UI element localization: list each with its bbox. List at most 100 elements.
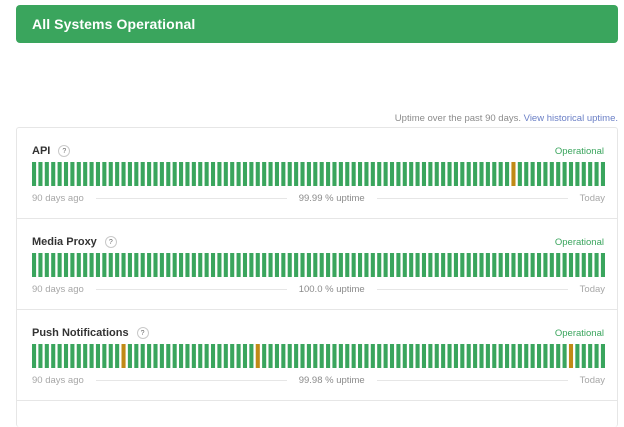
uptime-bar[interactable] xyxy=(377,253,382,277)
uptime-bar[interactable] xyxy=(268,344,273,368)
uptime-bar[interactable] xyxy=(498,162,503,186)
uptime-bar[interactable] xyxy=(326,162,331,186)
uptime-bar[interactable] xyxy=(294,162,299,186)
uptime-bar[interactable] xyxy=(428,162,433,186)
uptime-bar[interactable] xyxy=(313,253,318,277)
uptime-bar[interactable] xyxy=(479,344,484,368)
uptime-bar[interactable] xyxy=(70,253,75,277)
uptime-bar[interactable] xyxy=(281,162,286,186)
uptime-bar[interactable] xyxy=(294,253,299,277)
uptime-bar[interactable] xyxy=(249,253,254,277)
uptime-bar[interactable] xyxy=(134,253,139,277)
uptime-bar[interactable] xyxy=(358,344,363,368)
uptime-bar[interactable] xyxy=(536,253,542,277)
uptime-bar[interactable] xyxy=(108,344,113,368)
uptime-bar[interactable] xyxy=(83,253,88,277)
uptime-bar[interactable] xyxy=(38,162,43,186)
uptime-bar[interactable] xyxy=(38,253,43,277)
uptime-bar[interactable] xyxy=(300,344,305,368)
uptime-bar[interactable] xyxy=(428,253,433,277)
uptime-bar[interactable] xyxy=(453,162,458,186)
uptime-bar[interactable] xyxy=(511,253,516,277)
uptime-bar[interactable] xyxy=(287,253,292,277)
uptime-bar[interactable] xyxy=(383,253,388,277)
uptime-bar[interactable] xyxy=(274,344,279,368)
uptime-bar[interactable] xyxy=(179,253,184,277)
uptime-bar[interactable] xyxy=(524,253,529,277)
uptime-bar[interactable] xyxy=(57,253,62,277)
uptime-bar[interactable] xyxy=(32,344,37,368)
uptime-bar[interactable] xyxy=(38,344,43,368)
uptime-bar[interactable] xyxy=(326,344,331,368)
uptime-bar[interactable] xyxy=(223,253,228,277)
uptime-bar-degraded[interactable] xyxy=(255,344,260,368)
uptime-bar[interactable] xyxy=(543,162,548,186)
uptime-bar[interactable] xyxy=(76,344,81,368)
uptime-bar[interactable] xyxy=(441,162,446,186)
uptime-bar[interactable] xyxy=(249,344,254,368)
uptime-bar[interactable] xyxy=(242,344,248,368)
uptime-bar[interactable] xyxy=(204,344,209,368)
uptime-bar[interactable] xyxy=(396,253,401,277)
uptime-bar[interactable] xyxy=(306,344,311,368)
uptime-bar[interactable] xyxy=(236,344,241,368)
uptime-bar[interactable] xyxy=(242,162,248,186)
uptime-bar[interactable] xyxy=(51,253,56,277)
uptime-bar[interactable] xyxy=(332,253,337,277)
uptime-bar[interactable] xyxy=(236,162,241,186)
uptime-bar[interactable] xyxy=(191,162,196,186)
uptime-bar[interactable] xyxy=(600,253,605,277)
uptime-bar[interactable] xyxy=(223,162,228,186)
uptime-bar[interactable] xyxy=(134,162,139,186)
uptime-bar[interactable] xyxy=(332,344,337,368)
uptime-bar[interactable] xyxy=(543,344,548,368)
uptime-bar[interactable] xyxy=(568,253,574,277)
uptime-bar[interactable] xyxy=(364,253,369,277)
uptime-bar[interactable] xyxy=(575,253,580,277)
uptime-bar[interactable] xyxy=(447,162,452,186)
uptime-bar[interactable] xyxy=(364,162,369,186)
uptime-bar[interactable] xyxy=(255,162,260,186)
uptime-bar[interactable] xyxy=(147,344,152,368)
uptime-bar[interactable] xyxy=(63,344,69,368)
uptime-bar[interactable] xyxy=(402,162,407,186)
help-icon[interactable]: ? xyxy=(58,145,71,157)
uptime-bar[interactable] xyxy=(306,253,311,277)
uptime-bar[interactable] xyxy=(300,253,305,277)
uptime-bar[interactable] xyxy=(262,162,267,186)
uptime-bar[interactable] xyxy=(70,344,75,368)
uptime-bar[interactable] xyxy=(166,162,171,186)
uptime-bar[interactable] xyxy=(51,162,56,186)
uptime-bar-degraded[interactable] xyxy=(121,344,126,368)
uptime-bar[interactable] xyxy=(179,162,184,186)
uptime-bar[interactable] xyxy=(153,162,158,186)
uptime-bar[interactable] xyxy=(409,344,414,368)
uptime-bar[interactable] xyxy=(313,344,318,368)
uptime-bar[interactable] xyxy=(230,253,235,277)
uptime-bar[interactable] xyxy=(562,253,567,277)
uptime-bar[interactable] xyxy=(210,253,216,277)
uptime-bar[interactable] xyxy=(172,253,177,277)
uptime-bar[interactable] xyxy=(466,253,471,277)
uptime-bar[interactable] xyxy=(434,253,439,277)
uptime-bar[interactable] xyxy=(473,162,478,186)
uptime-bar[interactable] xyxy=(121,253,126,277)
uptime-bar[interactable] xyxy=(89,253,94,277)
uptime-bar[interactable] xyxy=(441,344,446,368)
uptime-bar[interactable] xyxy=(505,344,510,368)
uptime-bar[interactable] xyxy=(198,344,203,368)
uptime-bar[interactable] xyxy=(517,162,522,186)
uptime-bar[interactable] xyxy=(127,253,132,277)
uptime-bar[interactable] xyxy=(255,253,260,277)
uptime-bar[interactable] xyxy=(44,162,49,186)
uptime-bar[interactable] xyxy=(198,162,203,186)
uptime-bar[interactable] xyxy=(460,253,465,277)
uptime-bar[interactable] xyxy=(217,162,222,186)
uptime-bar[interactable] xyxy=(57,344,62,368)
uptime-bar[interactable] xyxy=(370,344,375,368)
uptime-bar[interactable] xyxy=(159,253,164,277)
uptime-bar[interactable] xyxy=(370,253,375,277)
uptime-bar[interactable] xyxy=(415,344,420,368)
uptime-bar[interactable] xyxy=(485,162,490,186)
uptime-bar[interactable] xyxy=(447,253,452,277)
